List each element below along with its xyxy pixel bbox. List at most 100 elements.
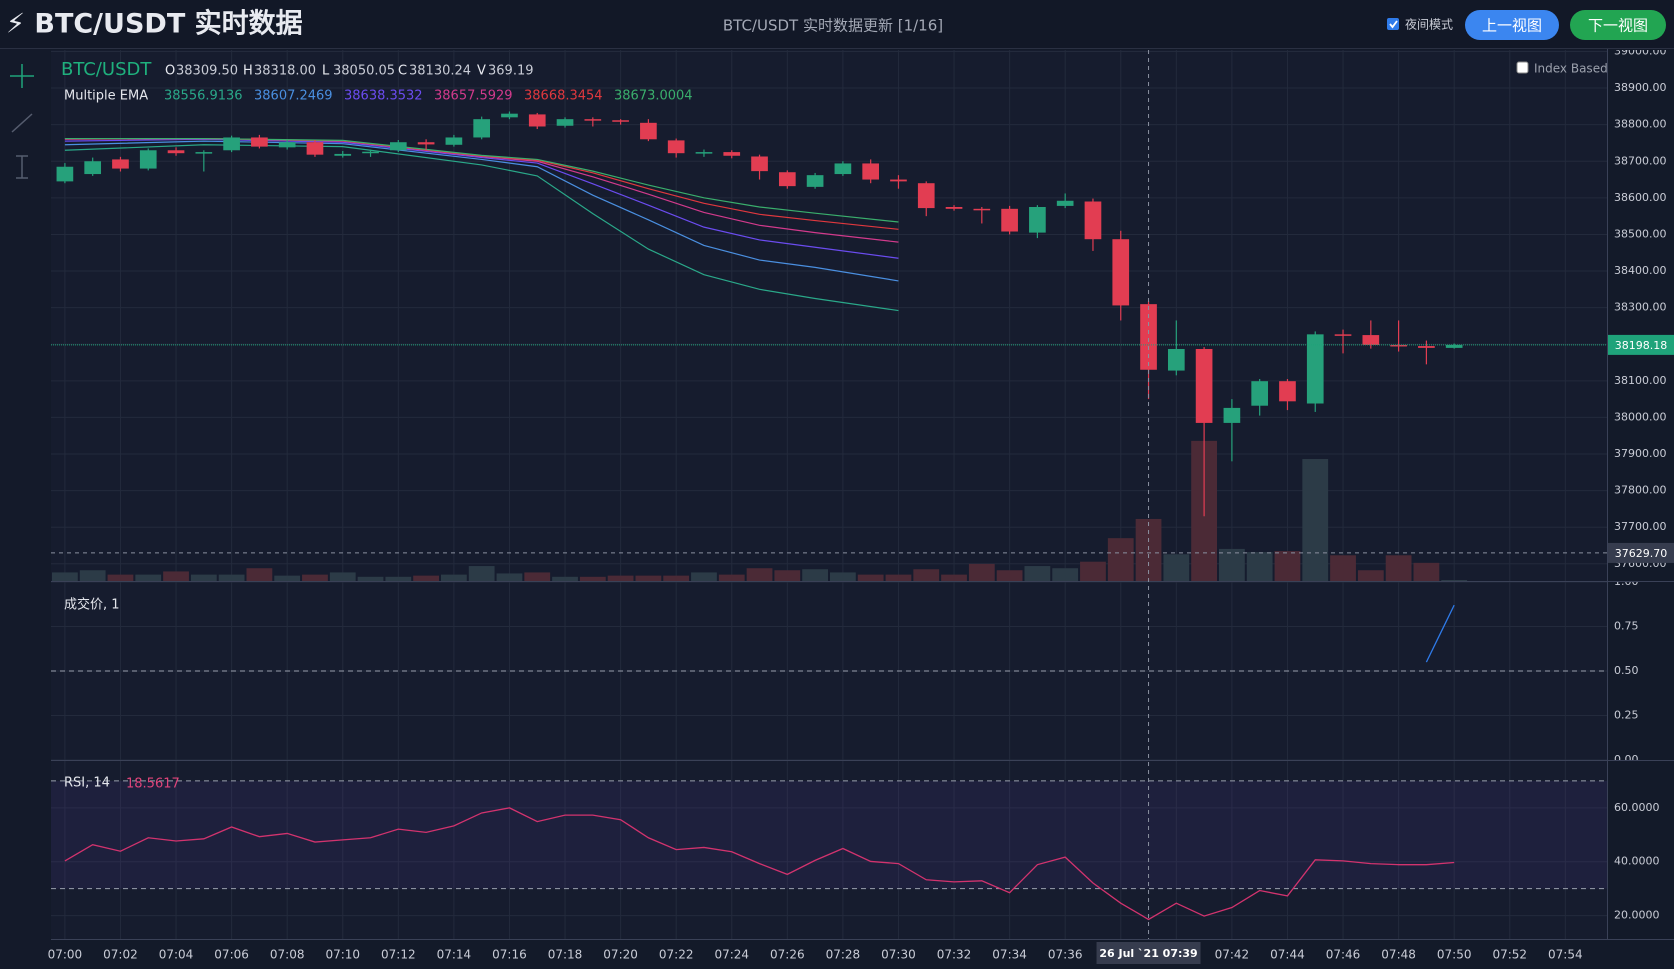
y-tick-label: 0.75 [1614,620,1639,633]
volume-bar [1107,538,1134,581]
y-tick-label: 0.00 [1614,753,1639,766]
x-tick-label: 07:26 [770,948,805,962]
ohlcv-value: 38318.00 [254,64,316,79]
volume-bar [496,573,523,581]
next-view-label[interactable]: 下一视图 [1588,17,1648,35]
candle-body [1445,344,1463,348]
ohlcv-letter: O [165,64,175,79]
x-tick-label: 07:10 [325,948,360,962]
volume-bar [302,574,328,581]
y-tick-label: 38400.00 [1614,264,1667,277]
rsi-panel [51,780,1607,921]
ema-line [64,144,899,312]
candle-body [806,175,824,187]
y-tick-label: 60.0000 [1614,801,1660,814]
volume-bar [830,572,856,581]
volume-bar [746,568,773,581]
volume-bar [1302,459,1329,581]
overlay: 07:00 07:02 07:04 07:06 07:08 07:10 07:12 07:14… [48,50,1674,964]
volume-bar [107,574,134,581]
candle-body [640,122,657,140]
volume-bar [274,575,301,581]
crosshair-time-tag [1096,942,1201,964]
index-based-label[interactable]: Index Based [1534,62,1608,76]
candle-body [834,163,852,175]
crosshair-tool[interactable] [10,64,34,88]
candle-body [112,159,129,169]
x-tick-label: 07:32 [937,948,972,962]
volume-bar [385,576,412,581]
volume-bar [663,575,690,581]
x-tick-label: 07:46 [1326,948,1361,962]
ema-legend-value: 38638.3532 [344,89,423,104]
volume-bar [1024,566,1051,581]
candle-body [1001,208,1018,232]
y-tick-label: 38500.00 [1614,227,1667,240]
next-view-button[interactable] [1570,10,1666,40]
candle-body [1251,381,1269,406]
x-tick-label: 07:36 [1048,948,1083,962]
volume-bar [441,574,467,581]
candle-body [1306,334,1324,404]
x-tick-label: 07:16 [492,948,527,962]
volume-bar [163,571,189,581]
candle-body [1390,344,1407,347]
candle-body [389,142,407,151]
ema-line [64,138,899,259]
index-based-checkbox[interactable] [1516,61,1529,74]
candle-body [1029,206,1046,233]
y-tick-label: 38700.00 [1614,154,1667,167]
candle-body [195,152,213,154]
candle-body [667,140,685,154]
rsi-band [51,780,1607,889]
ohlcv-letter: H [243,64,253,79]
volume-bar [1441,579,1468,581]
prev-view-label[interactable]: 上一视图 [1482,17,1542,35]
x-tick-label: 07:04 [159,948,194,962]
candle-body [223,137,240,151]
rsi-panel-title: RSI, 14 [64,776,110,791]
volume-bar [413,575,439,581]
volume-bar [1080,561,1106,581]
volume-bar [718,574,745,581]
crosshair-time-label: 26 Jul `21 07:39 [1099,947,1197,960]
x-tick-label: 07:42 [1215,948,1250,962]
candle-body [139,150,157,169]
x-tick-label: 07:14 [437,948,472,962]
night-mode-checkbox[interactable] [1387,18,1399,30]
ohlcv-letter: V [477,64,486,79]
candle-body [945,206,963,209]
candle-body [251,137,268,147]
x-tick-label: 07:02 [103,948,138,962]
volume-bar [913,569,940,581]
candle-body [695,152,713,154]
candle-body [1418,346,1435,348]
candle-body [334,153,352,156]
trade-axis: 0.00 0.25 0.50 0.75 1.00 [1614,582,1639,766]
price-axis: 37600.0037700.0037800.0037900.0038000.00… [1614,50,1667,570]
volume-bar [691,572,717,581]
volume-bar [1219,548,1245,581]
night-mode-label[interactable]: 夜间模式 [1405,17,1453,32]
x-tick-label: 07:48 [1381,948,1416,962]
x-tick-label: 07:24 [714,948,749,962]
candle-body [1112,239,1130,306]
y-tick-label: 0.25 [1614,709,1639,722]
line-tool[interactable] [11,113,33,133]
volume-bar [1357,570,1384,581]
candle-body [417,142,435,145]
ema-legend-value: 38673.0004 [614,89,693,104]
ema-legend-value: 38668.3454 [524,89,603,104]
prev-view-button[interactable] [1465,10,1559,40]
volume-bar [552,576,578,581]
measure-tool[interactable] [16,155,28,179]
x-tick-label: 07:00 [48,948,83,962]
ema-legend-value: 38556.9136 [164,89,243,104]
candle-body [167,150,185,154]
rsi-value: 18.5617 [126,777,180,792]
price-panel [51,50,1607,581]
x-tick-label: 07:44 [1270,948,1305,962]
volume-bar [857,574,884,581]
